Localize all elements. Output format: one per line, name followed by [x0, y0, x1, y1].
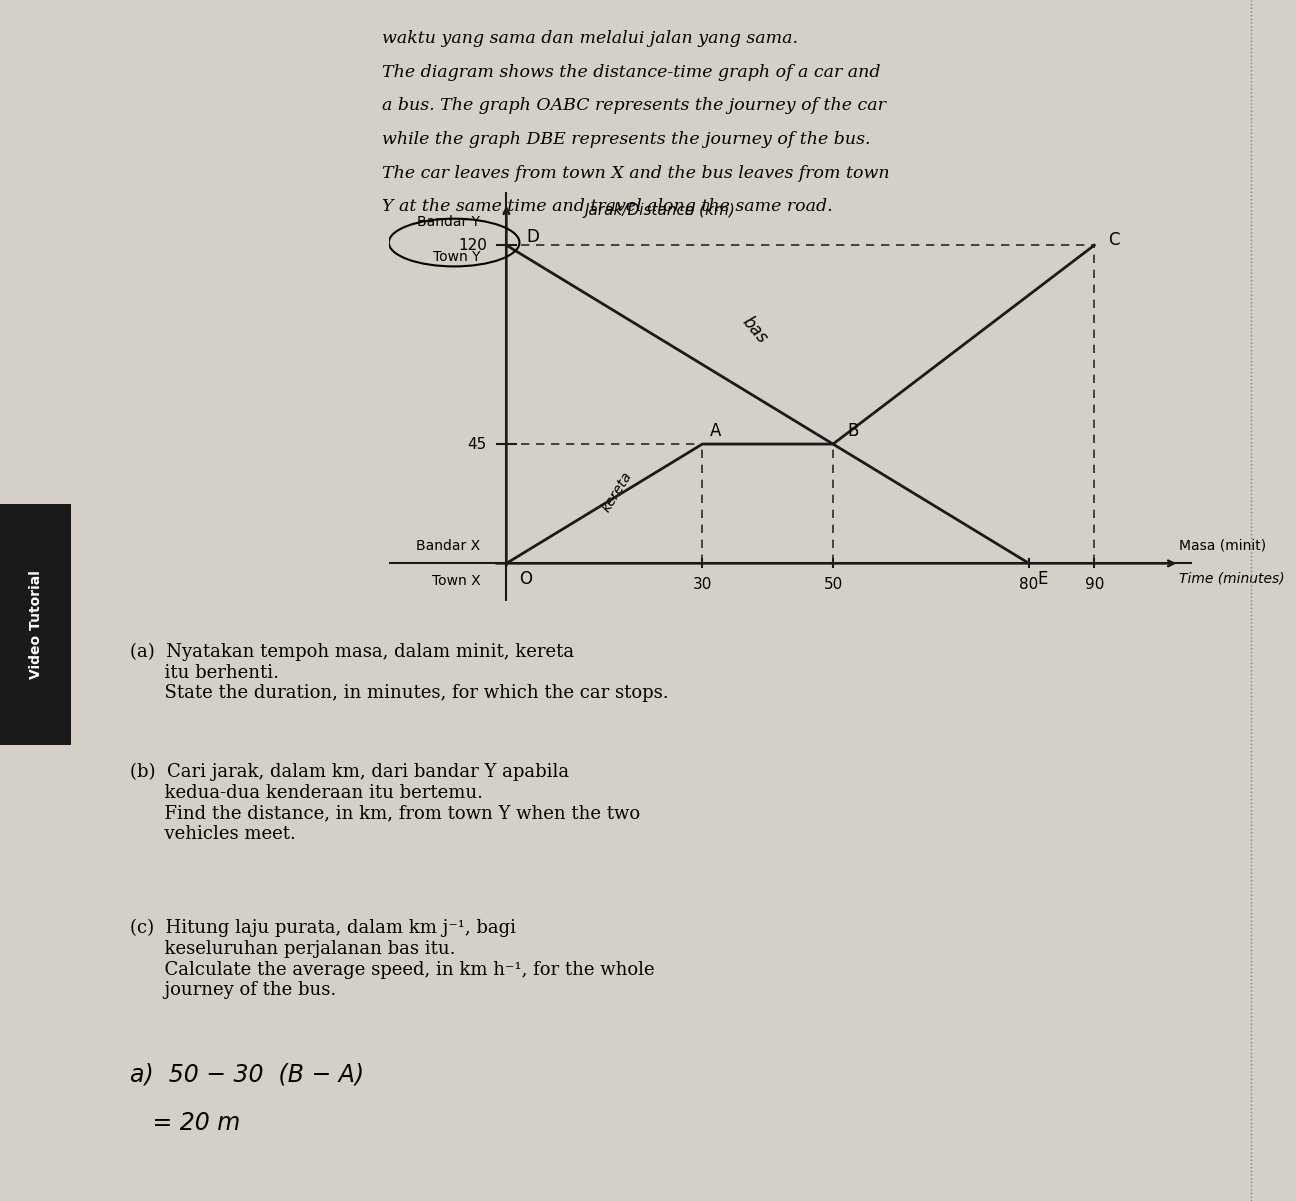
Text: waktu yang sama dan melalui jalan yang sama.: waktu yang sama dan melalui jalan yang s…: [382, 30, 798, 47]
Text: while the graph DBE represents the journey of the bus.: while the graph DBE represents the journ…: [382, 131, 871, 148]
Text: Y at the same time and travel along the same road.: Y at the same time and travel along the …: [382, 198, 833, 215]
Text: The diagram shows the distance-time graph of a car and: The diagram shows the distance-time grap…: [382, 64, 881, 80]
Text: kereta: kereta: [600, 470, 635, 514]
Text: A: A: [710, 422, 721, 440]
Text: 90: 90: [1085, 576, 1104, 592]
Text: 80: 80: [1020, 576, 1038, 592]
Text: Bandar X: Bandar X: [416, 539, 481, 552]
Text: (b)  Cari jarak, dalam km, dari bandar Y apabila
      kedua-dua kenderaan itu b: (b) Cari jarak, dalam km, dari bandar Y …: [130, 763, 640, 843]
Text: 50: 50: [823, 576, 842, 592]
Text: Jarak/Distance (km): Jarak/Distance (km): [584, 203, 736, 219]
Text: C: C: [1108, 231, 1120, 249]
Text: Town X: Town X: [432, 574, 481, 588]
Text: 45: 45: [468, 436, 487, 452]
Text: O: O: [520, 570, 533, 588]
Text: Bandar Y: Bandar Y: [417, 215, 481, 229]
Text: The car leaves from town X and the bus leaves from town: The car leaves from town X and the bus l…: [382, 165, 890, 181]
Text: B: B: [846, 422, 858, 440]
Text: Video Tutorial: Video Tutorial: [29, 570, 43, 679]
Text: Time (minutes): Time (minutes): [1179, 572, 1284, 585]
Text: 30: 30: [692, 576, 712, 592]
Text: E: E: [1037, 570, 1047, 588]
Text: Masa (minit): Masa (minit): [1179, 539, 1266, 552]
Text: a)  50 − 30  (B − A): a) 50 − 30 (B − A): [130, 1063, 364, 1087]
Text: 120: 120: [457, 238, 487, 252]
Text: D: D: [526, 228, 539, 246]
Text: a bus. The graph OABC represents the journey of the car: a bus. The graph OABC represents the jou…: [382, 97, 886, 114]
Text: (a)  Nyatakan tempoh masa, dalam minit, kereta
      itu berhenti.
      State t: (a) Nyatakan tempoh masa, dalam minit, k…: [130, 643, 669, 703]
Text: = 20 m: = 20 m: [130, 1111, 240, 1135]
Text: bas: bas: [739, 313, 771, 347]
Text: Town Y: Town Y: [433, 251, 481, 264]
Text: (c)  Hitung laju purata, dalam km j⁻¹, bagi
      keseluruhan perjalanan bas itu: (c) Hitung laju purata, dalam km j⁻¹, ba…: [130, 919, 654, 999]
